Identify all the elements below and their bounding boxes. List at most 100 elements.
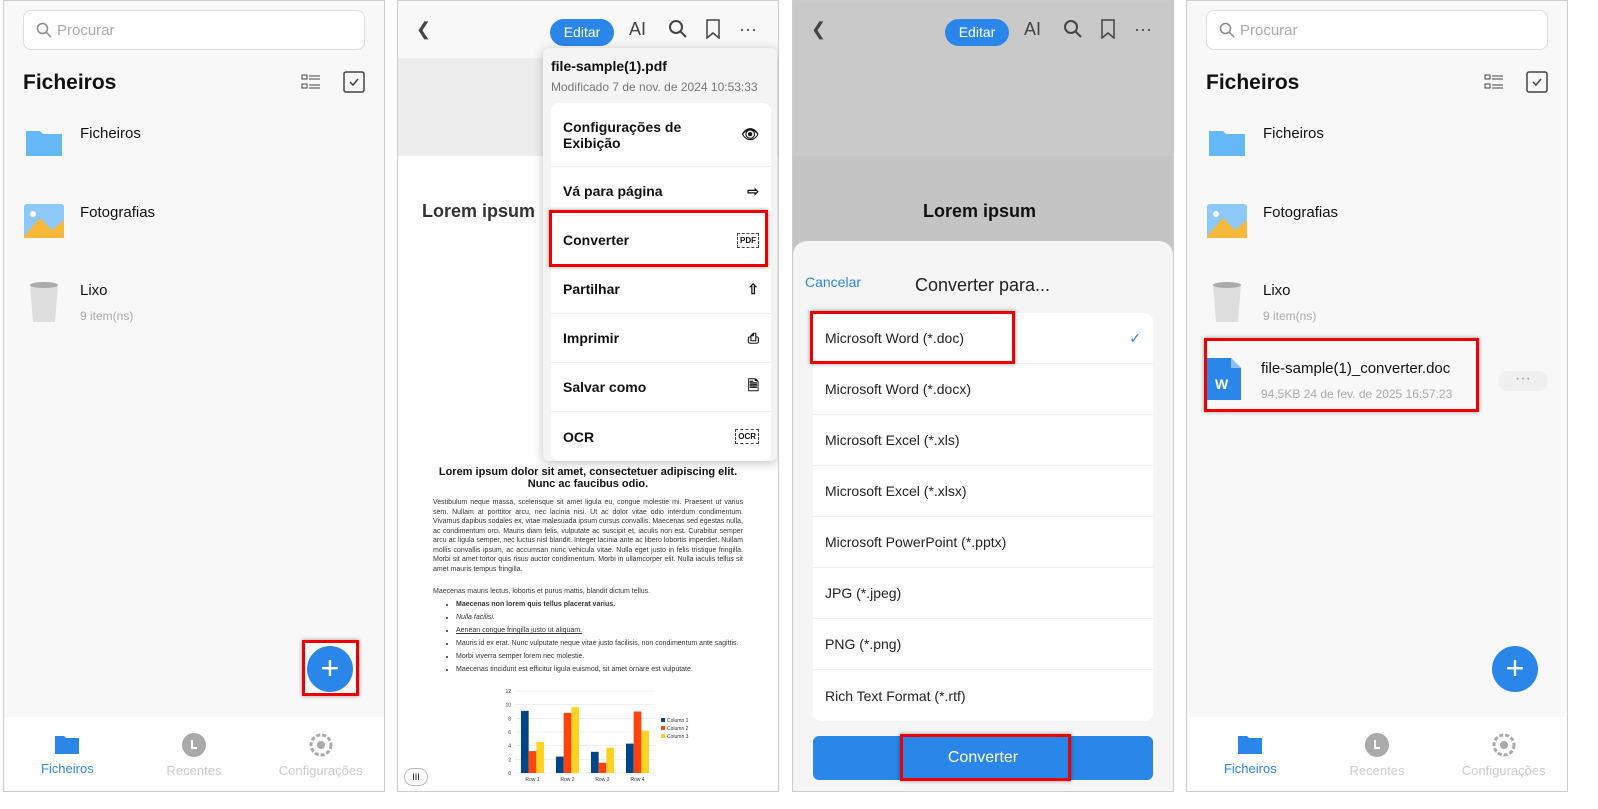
save-file-icon: 🗎 bbox=[747, 377, 759, 393]
select-icon[interactable] bbox=[343, 71, 365, 93]
list-item-converted-doc[interactable]: W file-sample(1)_converter.doc 94,5KB 24 … bbox=[1207, 358, 1452, 401]
nav-ficheiros[interactable]: Ficheiros bbox=[1187, 717, 1314, 791]
convert-dialog-screen: ❮ Editar AI ··· Lorem ipsum Cancelar Con… bbox=[792, 0, 1174, 792]
nav-recentes[interactable]: Recentes bbox=[131, 717, 258, 791]
bar bbox=[536, 741, 545, 773]
format-label: Microsoft PowerPoint (*.pptx) bbox=[825, 534, 1007, 550]
doc-bullet: Morbi viverra semper lorem nec molestie. bbox=[456, 652, 746, 661]
item-name: file-sample(1)_converter.doc bbox=[1261, 360, 1451, 377]
menu-filename: file-sample(1).pdf bbox=[551, 58, 667, 74]
nav-recentes[interactable]: Recentes bbox=[1314, 717, 1441, 791]
y-tick-label: 10 bbox=[505, 703, 511, 709]
list-item-lixo[interactable]: Lixo 9 item(ns) bbox=[24, 280, 133, 324]
menu-item-save-as[interactable]: Salvar como 🗎 bbox=[551, 363, 771, 412]
list-item-ficheiros[interactable]: Ficheiros bbox=[1207, 123, 1324, 159]
edit-button[interactable]: Editar bbox=[550, 19, 614, 46]
menu-item-print[interactable]: Imprimir ⎙ bbox=[551, 314, 771, 363]
y-tick-label: 0 bbox=[508, 771, 511, 777]
back-icon[interactable]: ❮ bbox=[811, 19, 827, 39]
item-details: 94,5KB 24 de fev. de 2025 16:57:23 bbox=[1261, 387, 1453, 401]
format-option[interactable]: Microsoft Word (*.docx) bbox=[813, 364, 1153, 415]
search-icon bbox=[1219, 22, 1235, 38]
printer-icon: ⎙ bbox=[747, 329, 759, 346]
y-tick-label: 4 bbox=[508, 744, 511, 750]
search-icon[interactable] bbox=[1063, 19, 1083, 39]
format-option[interactable]: JPG (*.jpeg) bbox=[813, 568, 1153, 619]
list-view-icon[interactable] bbox=[1483, 71, 1505, 93]
format-option[interactable]: PNG (*.png) bbox=[813, 619, 1153, 670]
menu-item-convert[interactable]: Converter PDF bbox=[551, 216, 771, 265]
check-icon: ✓ bbox=[1129, 329, 1141, 346]
edit-button[interactable]: Editar bbox=[945, 19, 1009, 46]
legend-swatch bbox=[661, 726, 665, 730]
format-option[interactable]: Microsoft PowerPoint (*.pptx) bbox=[813, 517, 1153, 568]
more-icon[interactable]: ··· bbox=[739, 19, 757, 39]
gear-icon bbox=[309, 733, 333, 757]
doc-bullet: Maecenas non lorem quis tellus placerat … bbox=[456, 600, 746, 609]
menu-label: Salvar como bbox=[563, 379, 647, 395]
viewer-toolbar: ❮ Editar AI ··· bbox=[398, 1, 778, 58]
nav-label: Configurações bbox=[278, 763, 363, 778]
search-input[interactable]: Procurar bbox=[23, 10, 365, 50]
doc-bullet: Nulla facilisi. bbox=[456, 613, 746, 622]
sheet-title: Converter para... bbox=[915, 275, 1051, 295]
format-option[interactable]: Microsoft Word (*.doc) ✓ bbox=[813, 313, 1153, 364]
format-option[interactable]: Microsoft Excel (*.xlsx) bbox=[813, 466, 1153, 517]
list-view-icon[interactable] bbox=[300, 71, 322, 93]
nav-label: Configurações bbox=[1461, 763, 1546, 778]
trash-icon bbox=[30, 282, 58, 322]
bookmark-icon[interactable] bbox=[1100, 19, 1116, 39]
word-doc-icon: W bbox=[1207, 358, 1241, 400]
ocr-icon: OCR bbox=[735, 429, 759, 444]
more-icon[interactable]: ··· bbox=[1134, 19, 1152, 39]
list-item-ficheiros[interactable]: Ficheiros bbox=[24, 123, 141, 159]
eye-icon: 👁 bbox=[741, 126, 759, 142]
page-indicator[interactable]: III bbox=[404, 768, 428, 786]
bar-chart: 0 2 4 6 8 10 12 Row 1 Row 2 Row 3 Row 4 Column 1 Col… bbox=[505, 689, 688, 783]
clock-icon bbox=[182, 733, 206, 757]
nav-configuracoes[interactable]: Configurações bbox=[257, 717, 384, 791]
select-icon[interactable] bbox=[1526, 71, 1548, 93]
more-options-button[interactable]: ··· bbox=[1498, 371, 1548, 391]
clock-icon bbox=[1365, 733, 1389, 757]
ai-button[interactable]: AI bbox=[629, 19, 647, 39]
gear-icon bbox=[1492, 733, 1516, 757]
bar bbox=[606, 747, 615, 773]
bar bbox=[528, 751, 537, 773]
list-item-fotografias[interactable]: Fotografias bbox=[24, 202, 155, 238]
bar bbox=[598, 762, 607, 773]
item-count: 9 item(ns) bbox=[1263, 309, 1317, 323]
search-input[interactable]: Procurar bbox=[1206, 10, 1548, 50]
menu-label: OCR bbox=[563, 428, 595, 445]
convert-sheet: Cancelar Converter para... Microsoft Wor… bbox=[793, 241, 1173, 791]
list-item-fotografias[interactable]: Fotografias bbox=[1207, 202, 1338, 238]
format-label: Microsoft Word (*.docx) bbox=[825, 381, 971, 397]
cancel-button[interactable]: Cancelar bbox=[805, 274, 862, 290]
list-item-lixo[interactable]: Lixo 9 item(ns) bbox=[1207, 280, 1316, 324]
nav-configuracoes[interactable]: Configurações bbox=[1440, 717, 1567, 791]
item-name: Ficheiros bbox=[1263, 125, 1324, 142]
add-button[interactable]: + bbox=[307, 646, 353, 692]
menu-item-goto-page[interactable]: Vá para página ⇨ bbox=[551, 167, 771, 216]
folder-icon bbox=[55, 736, 80, 754]
bar bbox=[563, 712, 572, 773]
convert-button[interactable]: Converter bbox=[813, 736, 1153, 780]
format-label: Rich Text Format (*.rtf) bbox=[825, 687, 966, 704]
bookmark-icon[interactable] bbox=[705, 19, 721, 39]
add-button[interactable]: + bbox=[1492, 646, 1538, 692]
search-icon[interactable] bbox=[668, 19, 688, 39]
files-screen-before: Procurar Ficheiros Ficheiros Fotografias… bbox=[3, 0, 385, 792]
y-tick-label: 12 bbox=[505, 689, 511, 695]
format-option[interactable]: Microsoft Excel (*.xls) bbox=[813, 415, 1153, 466]
ai-button[interactable]: AI bbox=[1024, 19, 1042, 39]
menu-item-display-settings[interactable]: Configurações de Exibição 👁 bbox=[551, 103, 771, 167]
format-option[interactable]: Rich Text Format (*.rtf) bbox=[813, 670, 1153, 721]
files-screen-after: Procurar Ficheiros Ficheiros Fotografias… bbox=[1186, 0, 1568, 792]
search-placeholder: Procurar bbox=[1240, 21, 1298, 39]
doc-title: Lorem ipsum bbox=[422, 201, 536, 221]
menu-item-share[interactable]: Partilhar ⇧ bbox=[551, 265, 771, 314]
menu-item-ocr[interactable]: OCR OCR bbox=[551, 412, 771, 461]
back-icon[interactable]: ❮ bbox=[416, 19, 432, 39]
x-tick-label: Row 3 bbox=[595, 777, 609, 783]
nav-ficheiros[interactable]: Ficheiros bbox=[4, 717, 131, 791]
